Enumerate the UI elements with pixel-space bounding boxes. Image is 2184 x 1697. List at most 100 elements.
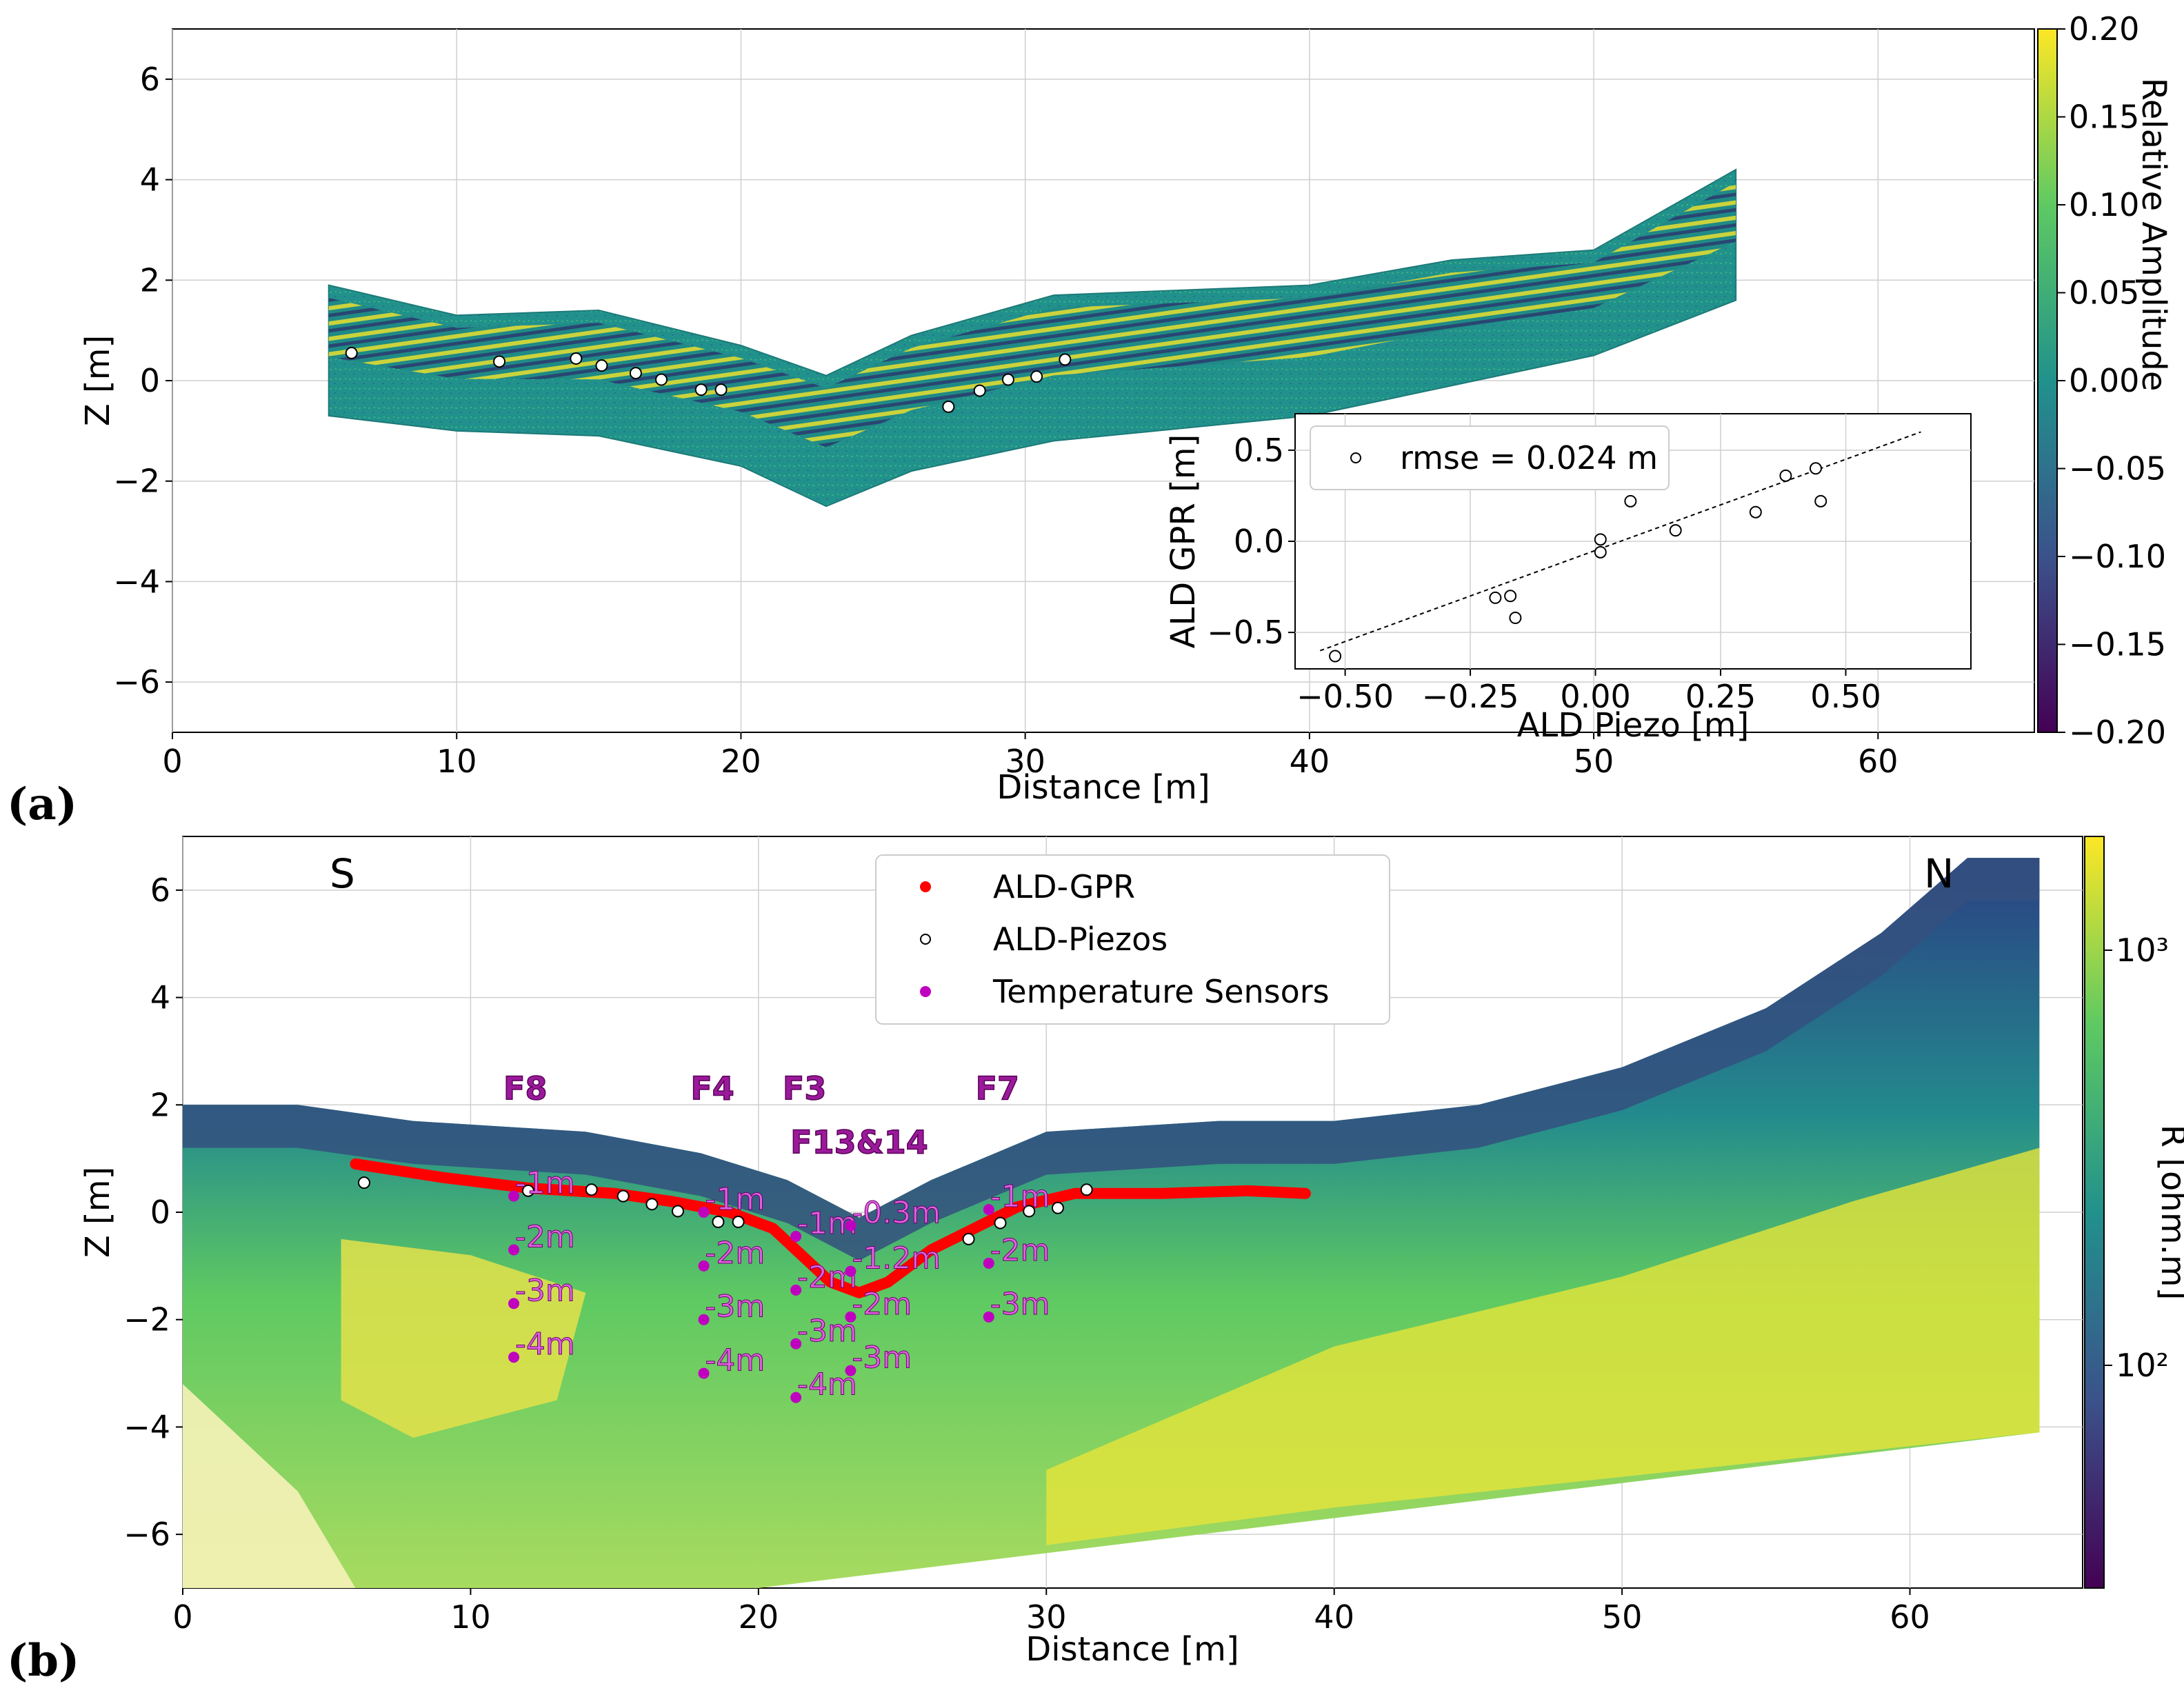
- piezo-a-point-9: [973, 384, 986, 397]
- panel-b-legend: ALD-GPR ALD-Piezos Temperature Sensors: [875, 854, 1390, 1025]
- tick-label-inset-y-2: −0.5: [1207, 614, 1284, 651]
- piezo-a-point-2: [570, 352, 583, 365]
- well-f7: F7 -1m -2m -3m: [975, 1070, 1050, 1323]
- well-label-2: F3: [783, 1070, 826, 1107]
- temperature-sensor-0-3: [508, 1352, 520, 1363]
- tick-label-a-x-0: 0: [162, 743, 182, 780]
- sensor-depth-label-4-1: -2m: [990, 1233, 1050, 1268]
- inset-point-5: [1594, 545, 1607, 559]
- tick-label-inset-x-0: −0.50: [1296, 678, 1394, 715]
- piezo-b-point-12: [1080, 1183, 1093, 1196]
- panel-b-ylabel: Z [m]: [79, 1167, 117, 1258]
- tick-label-inset-x-4: 0.50: [1810, 678, 1881, 715]
- piezo-b-point-10: [1023, 1205, 1036, 1218]
- inset-point-11: [1814, 494, 1827, 508]
- sensor-depth-label-1-1: -2m: [705, 1236, 765, 1271]
- temperature-sensor-3-3: [845, 1365, 856, 1376]
- panel-a-ylabel: Z [m]: [79, 335, 117, 426]
- cb-b-tick-label-100: 10²: [2116, 1347, 2169, 1384]
- sensor-depth-label-4-2: -3m: [990, 1287, 1050, 1322]
- well-f8: F8 -1m -2m -3m -4m: [503, 1070, 575, 1363]
- legend-label-ald-gpr: ALD-GPR: [993, 868, 1135, 905]
- well-label-4: F7: [976, 1070, 1019, 1107]
- inset-legend-text: rmse = 0.024 m: [1400, 439, 1658, 476]
- temperature-sensor-0-1: [508, 1244, 520, 1256]
- inset-point-4: [1594, 533, 1607, 546]
- piezo-a-point-3: [595, 359, 608, 372]
- resistivity-low-near-surface: [183, 858, 2040, 1261]
- legend-marker-ald-piezos: [920, 934, 931, 945]
- panel-a-colorbar: [2037, 28, 2058, 733]
- sensor-depth-label-1-0: -1m: [705, 1182, 765, 1217]
- tick-label-a-x-50: 50: [1574, 743, 1614, 780]
- tick-label-b-x-30: 30: [1026, 1598, 1067, 1636]
- sensor-depth-label-3-3: -3m: [852, 1340, 912, 1376]
- panel-a-xlabel: Distance [m]: [996, 768, 1210, 807]
- inset-point-8: [1749, 505, 1762, 519]
- sensor-depth-label-3-0: -0.3m: [852, 1195, 941, 1230]
- tick-label-b-x-0: 0: [172, 1598, 192, 1636]
- cb-a-tick-label-6: −0.10: [2069, 538, 2166, 575]
- legend-marker-temperature-sensors: [920, 986, 931, 997]
- temperature-sensor-4-2: [983, 1311, 994, 1323]
- temperature-sensor-2-3: [790, 1392, 802, 1403]
- tick-label-b-y-6: 6: [150, 872, 170, 909]
- sensor-depth-label-3-1: -1.2m: [852, 1241, 941, 1276]
- inset-ylabel: ALD GPR [m]: [1164, 434, 1203, 649]
- cb-a-tick-label-8: −0.20: [2069, 714, 2166, 751]
- tick-label-inset-x-3: 0.25: [1685, 678, 1756, 715]
- cb-a-tick-label-1: 0.15: [2069, 99, 2139, 136]
- temperature-sensor-3-2: [845, 1311, 856, 1323]
- well-label-0: F8: [503, 1070, 547, 1107]
- panel-b-xlabel: Distance [m]: [1025, 1630, 1239, 1669]
- piezo-a-point-10: [1001, 373, 1014, 386]
- panel-b-temperature-wells: F8-1m-2m-3m-4mF4-1m-2m-3m-4mF3-1m-2m-3m-…: [503, 1070, 1050, 1403]
- piezo-a-point-8: [942, 400, 955, 413]
- inset-legend-box: [1310, 425, 1670, 490]
- tick-label-a-x-60: 60: [1858, 743, 1899, 780]
- inset-point-7: [1669, 524, 1682, 537]
- tick-label-b-x-50: 50: [1602, 1598, 1643, 1636]
- temperature-sensor-0-2: [508, 1298, 520, 1309]
- tick-label-b-x-20: 20: [739, 1598, 779, 1636]
- tick-label-b-y--6: −6: [123, 1516, 170, 1553]
- temperature-sensor-0-0: [508, 1190, 520, 1202]
- resistivity-left-wedge: [183, 1384, 356, 1588]
- cb-a-tick-label-4: 0.00: [2069, 362, 2139, 399]
- sensor-depth-label-1-3: -4m: [705, 1343, 765, 1378]
- inset-xlabel: ALD Piezo [m]: [1517, 706, 1750, 745]
- panel-a-gpr-section: [328, 168, 1737, 508]
- well-f4: F4 -1m -2m -3m -4m: [690, 1070, 765, 1379]
- sensor-depth-label-0-3: -4m: [515, 1327, 575, 1362]
- cb-a-tick-label-7: −0.15: [2069, 626, 2166, 663]
- piezo-a-point-12: [1059, 353, 1072, 366]
- sensor-depth-label-2-1: -2m: [797, 1260, 857, 1295]
- inset-point-0: [1329, 650, 1342, 663]
- inset-point-2: [1504, 590, 1517, 603]
- piezo-b-point-4: [645, 1198, 659, 1211]
- piezo-a-point-1: [493, 355, 506, 368]
- panel-b-colorbar-ticks: 10³ 10²: [2104, 932, 2169, 1384]
- well-label-3: F13&14: [790, 1123, 928, 1161]
- tick-label-a-y--6: −6: [113, 663, 160, 701]
- temperature-sensor-2-1: [790, 1284, 802, 1296]
- piezo-b-point-9: [994, 1216, 1007, 1229]
- piezo-b-point-7: [732, 1216, 745, 1229]
- tick-label-a-x-20: 20: [721, 743, 761, 780]
- piezo-b-point-8: [962, 1232, 975, 1245]
- piezo-a-point-5: [655, 373, 668, 386]
- cb-a-tick-label-3: 0.05: [2069, 274, 2139, 312]
- piezo-a-point-11: [1030, 370, 1043, 383]
- tick-label-b-x-40: 40: [1314, 1598, 1354, 1636]
- tick-label-b-y-0: 0: [150, 1194, 170, 1231]
- tick-label-b-y--2: −2: [123, 1301, 170, 1338]
- piezo-b-point-5: [671, 1205, 684, 1218]
- tick-label-b-y-4: 4: [150, 979, 170, 1016]
- cb-a-tick-label-5: −0.05: [2069, 450, 2166, 488]
- tick-label-b-y--4: −4: [123, 1408, 170, 1445]
- temperature-sensor-1-2: [698, 1314, 710, 1325]
- tick-label-inset-x-2: 0.00: [1560, 678, 1630, 715]
